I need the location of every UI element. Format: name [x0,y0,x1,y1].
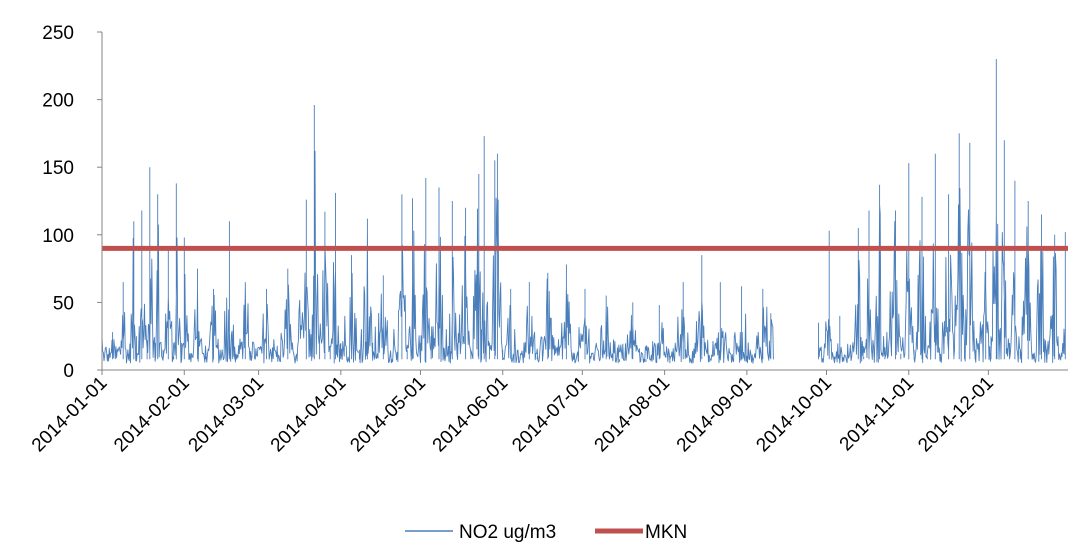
legend-no2-label: NO2 ug/m3 [459,522,556,543]
x-tick-label: 2014-07-01 [508,373,592,457]
x-tick-label: 2014-03-01 [185,373,269,457]
x-tick-label: 2014-08-01 [591,373,675,457]
no2-series-line [101,59,1066,364]
legend-mkn-label: MKN [645,522,687,543]
y-tick-label: 200 [42,91,74,112]
x-tick-label: 2014-06-01 [429,373,513,457]
legend: NO2 ug/m3 MKN [405,522,687,543]
plot-area [101,59,1068,364]
x-tick-label: 2014-04-01 [267,373,351,457]
x-tick-label: 2014-12-01 [914,373,998,457]
x-tick-label: 2014-10-01 [752,373,836,457]
y-tick-label: 150 [42,158,74,179]
y-tick-label: 50 [53,293,74,314]
x-tick-label: 2014-02-01 [110,373,194,457]
y-tick-label: 100 [42,226,74,247]
x-tick-label: 2014-01-01 [28,373,112,457]
x-axis: 2014-01-012014-02-012014-03-012014-04-01… [28,369,1068,457]
x-tick-label: 2014-09-01 [673,373,757,457]
y-axis: 0 50 100 150 200 250 [42,23,103,382]
y-tick-label: 250 [42,23,74,44]
x-tick-label: 2014-05-01 [346,373,430,457]
y-tick-label: 0 [63,361,74,382]
x-tick-label: 2014-11-01 [836,373,919,456]
